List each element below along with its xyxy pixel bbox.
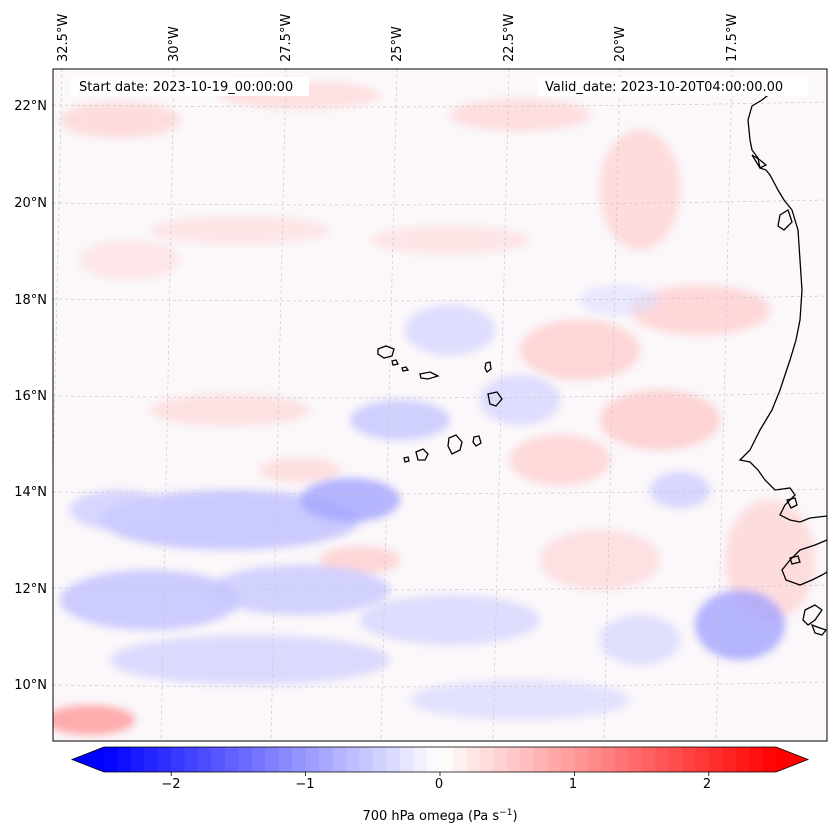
- colorbar-ticks: [170, 772, 710, 776]
- gridlines: [53, 69, 827, 741]
- colorbar-step: [251, 747, 266, 772]
- colorbar-step: [359, 747, 374, 772]
- colorbar-tick-label: 2: [703, 777, 711, 792]
- date-annotations: Start date: 2023-10-19_00:00:00 Valid_da…: [71, 77, 808, 96]
- colorbar-step: [440, 747, 455, 772]
- colorbar-step: [372, 747, 387, 772]
- colorbar-step: [171, 747, 186, 772]
- colorbar-step: [641, 747, 656, 772]
- colorbar-step: [386, 747, 401, 772]
- colorbar-step: [184, 747, 199, 772]
- colorbar-step: [332, 747, 347, 772]
- coastlines: [377, 79, 827, 636]
- colorbar-step: [534, 747, 549, 772]
- colorbar-outline: [70, 746, 810, 773]
- lat-label: 16°N: [14, 389, 47, 404]
- colorbar-step: [507, 747, 522, 772]
- colorbar-step: [426, 747, 441, 772]
- colorbar-tick-label: 1: [569, 777, 577, 792]
- colorbar-step: [117, 747, 132, 772]
- colorbar-step: [305, 747, 320, 772]
- colorbar-step: [708, 747, 723, 772]
- colorbar-step: [668, 747, 683, 772]
- colorbar-step: [574, 747, 589, 772]
- colorbar-step: [198, 747, 213, 772]
- lon-label: 20°W: [613, 26, 628, 62]
- colorbar-step: [655, 747, 670, 772]
- colorbar-tick-labels: −2 −1 0 1 2: [161, 777, 711, 792]
- colorbar-step: [104, 747, 119, 772]
- colorbar-step: [399, 747, 414, 772]
- colorbar-step: [493, 747, 508, 772]
- colorbar-step: [722, 747, 737, 772]
- colorbar-tick-label: 0: [435, 777, 443, 792]
- start-date-box: [71, 77, 309, 96]
- colorbar-step: [292, 747, 307, 772]
- map-panel: Start date: 2023-10-19_00:00:00 Valid_da…: [52, 68, 828, 742]
- colorbar-step: [453, 747, 468, 772]
- gridline-icon: [53, 69, 63, 488]
- colorbar: −2 −1 0 1 2 700 hPa omega (Pa s−1): [70, 746, 810, 824]
- colorbar-step: [157, 747, 172, 772]
- colorbar-extend-max: [776, 747, 808, 772]
- colorbar-tick-label: −2: [161, 777, 180, 792]
- colorbar-step: [547, 747, 562, 772]
- colorbar-step: [278, 747, 293, 772]
- lon-label: 30°W: [167, 26, 182, 62]
- colorbar-step: [560, 747, 575, 772]
- valid-date-box: [538, 77, 808, 96]
- colorbar-step: [466, 747, 481, 772]
- colorbar-step: [345, 747, 360, 772]
- lat-label: 10°N: [14, 678, 47, 693]
- colorbar-step: [520, 747, 535, 772]
- lat-label: 14°N: [14, 485, 47, 500]
- colorbar-step: [480, 747, 495, 772]
- colorbar-step: [762, 747, 777, 772]
- colorbar-step: [749, 747, 764, 772]
- colorbar-step: [695, 747, 710, 772]
- lat-label: 22°N: [14, 99, 47, 114]
- lon-label: 17.5°W: [725, 14, 740, 62]
- colorbar-step: [628, 747, 643, 772]
- longitude-labels: 32.5°W 30°W 27.5°W 25°W 22.5°W 20°W 17.5…: [56, 14, 740, 62]
- colorbar-step: [413, 747, 428, 772]
- lon-label: 22.5°W: [502, 14, 517, 62]
- start-date-label: Start date: 2023-10-19_00:00:00: [79, 80, 293, 95]
- colorbar-label: 700 hPa omega (Pa s−1): [362, 808, 517, 824]
- lon-label: 25°W: [390, 26, 405, 62]
- lat-label: 18°N: [14, 293, 47, 308]
- colorbar-step: [265, 747, 280, 772]
- colorbar-steps: [72, 747, 808, 772]
- map-frame: [52, 68, 828, 742]
- valid-date-label: Valid_date: 2023-10-20T04:00:00.00: [545, 80, 783, 95]
- colorbar-step: [614, 747, 629, 772]
- colorbar-step: [319, 747, 334, 772]
- colorbar-step: [601, 747, 616, 772]
- colorbar-step: [224, 747, 239, 772]
- lon-label: 27.5°W: [279, 14, 294, 62]
- colorbar-step: [211, 747, 226, 772]
- colorbar-tick-label: −1: [295, 777, 314, 792]
- lon-label: 32.5°W: [56, 14, 71, 62]
- colorbar-step: [681, 747, 696, 772]
- colorbar-step: [130, 747, 145, 772]
- colorbar-step: [587, 747, 602, 772]
- colorbar-step: [238, 747, 253, 772]
- lat-label: 12°N: [14, 582, 47, 597]
- latitude-labels: 22°N 20°N 18°N 16°N 14°N 12°N 10°N: [14, 99, 47, 693]
- colorbar-step: [735, 747, 750, 772]
- coastline-icon: [738, 79, 827, 523]
- lat-label: 20°N: [14, 196, 47, 211]
- colorbar-step: [144, 747, 159, 772]
- colorbar-extend-min: [72, 747, 104, 772]
